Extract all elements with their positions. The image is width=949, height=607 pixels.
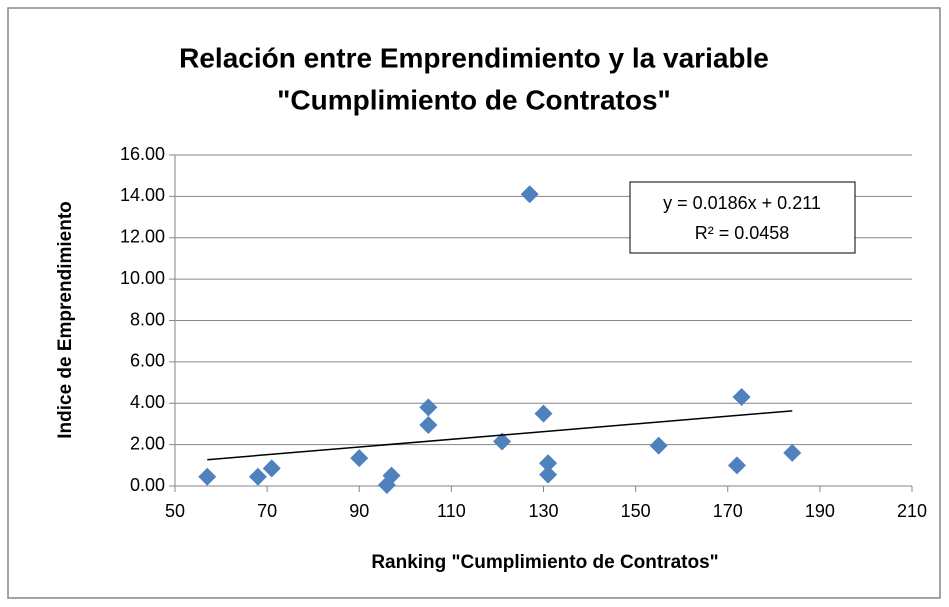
y-tick-label: 10.00 [120,268,165,288]
trend-equation: y = 0.0186x + 0.211 [663,193,821,213]
y-tick-label: 16.00 [120,144,165,164]
point [382,466,401,485]
y-tick-label: 4.00 [130,392,165,412]
point [350,449,369,468]
x-tick-label: 130 [528,501,558,521]
trend-r2: R² = 0.0458 [695,223,790,243]
chart-title: "Cumplimiento de Contratos" [277,84,671,115]
x-tick-label: 110 [437,501,466,521]
point [419,398,438,417]
y-tick-label: 2.00 [130,433,165,453]
equation-box [629,181,856,254]
x-tick-label: 190 [805,501,835,521]
point [419,415,438,434]
point [262,459,281,478]
y-tick-label: 6.00 [130,351,165,371]
point [493,432,512,451]
point [732,388,751,407]
point [539,465,558,484]
y-tick-label: 0.00 [130,475,165,495]
x-tick-label: 150 [621,501,651,521]
point [198,467,217,486]
point [727,456,746,475]
y-tick-label: 12.00 [120,227,165,247]
chart-title: Relación entre Emprendimiento y la varia… [179,42,769,73]
point [520,185,539,204]
point [539,454,558,473]
point [783,443,802,462]
chart-frame [7,7,941,599]
y-axis-title: Indice de Emprendimiento [55,201,76,439]
x-tick-label: 210 [897,501,927,521]
point [534,404,553,423]
x-axis-title: Ranking "Cumplimiento de Contratos" [371,552,718,573]
trendline [207,410,793,461]
x-tick-label: 170 [713,501,743,521]
point [248,467,267,486]
x-tick-label: 70 [257,501,277,521]
y-tick-label: 8.00 [130,309,165,329]
x-tick-label: 90 [349,501,369,521]
y-tick-label: 14.00 [120,185,165,205]
point [649,436,668,455]
x-tick-label: 50 [165,501,185,521]
